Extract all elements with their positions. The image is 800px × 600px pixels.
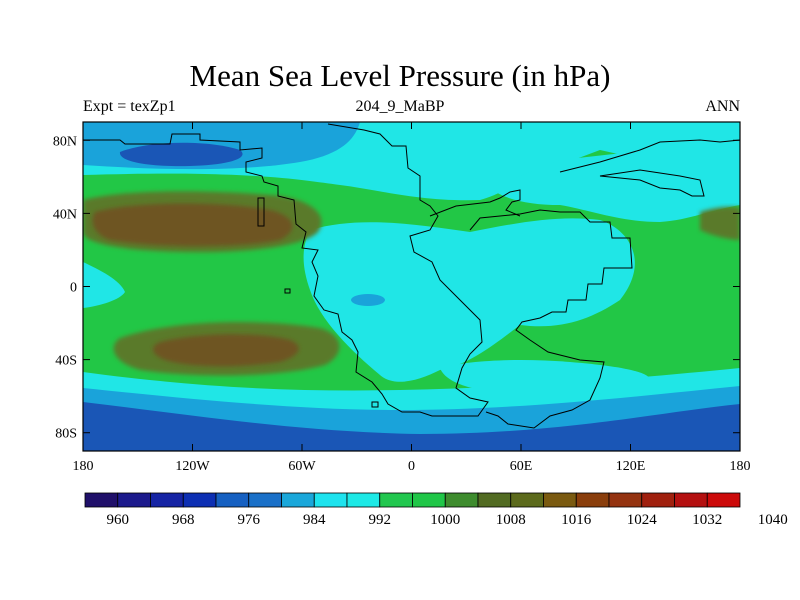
period-label: 204_9_MaBP (355, 98, 445, 115)
y-axis: 80N 40N 0 40S 80S (53, 134, 740, 442)
contour-continental-low (303, 218, 635, 382)
y-tick-label-2: 0 (70, 281, 77, 296)
y-tick-label-3: 40S (55, 354, 77, 369)
colorbar-box-18 (674, 492, 708, 508)
colorbar-label-2: 976 (238, 512, 261, 528)
map-title: Mean Sea Level Pressure (in hPa) (189, 58, 611, 93)
colorbar-label-4: 992 (369, 512, 392, 528)
colorbar-box-11 (444, 492, 479, 508)
contour-north-high-core (92, 203, 293, 246)
x-tick-label-2: 60W (288, 459, 316, 474)
colorbar-label-5: 1000 (430, 512, 460, 528)
colorbar-box-7 (313, 492, 348, 508)
contour-southern-deep-low (83, 402, 740, 451)
y-tick-label-0: 80N (53, 134, 77, 149)
coastline-east-arctic (559, 139, 740, 197)
contour-fill-layer (83, 122, 740, 451)
x-tick-label-1: 120W (175, 459, 210, 474)
colorbar-label-6: 1008 (496, 512, 526, 528)
colorbar-box-2 (150, 492, 184, 508)
contour-north-east-high (700, 206, 740, 240)
coastline-small-island (284, 288, 291, 294)
colorbar-label-10: 1040 (758, 512, 788, 528)
coastline-west-continent (83, 123, 489, 417)
x-tick-label-4: 60E (510, 459, 533, 474)
colorbar-label-7: 1016 (561, 512, 592, 528)
x-tick-label-5: 120E (616, 459, 646, 474)
coastline-north-ridge (429, 189, 521, 217)
colorbar-box-13 (510, 492, 544, 508)
contour-east-pacific-low (83, 262, 125, 308)
x-tick-label-0: 180 (73, 459, 94, 474)
colorbar-label-0: 960 (107, 512, 130, 528)
coastline-east-continent (469, 209, 633, 429)
contour-continental-low-east (490, 150, 740, 222)
colorbar-box-17 (641, 492, 675, 508)
colorbar-label-3: 984 (303, 512, 326, 528)
coastline-layer (83, 123, 740, 429)
season-label: ANN (705, 98, 740, 115)
colorbar-box-8 (346, 492, 381, 508)
colorbar-label-1: 968 (172, 512, 195, 528)
x-axis: 180 120W 60W 0 60E 120E 180 (73, 122, 751, 474)
contour-arctic-deep-low (119, 142, 243, 167)
contour-southeast-low (440, 360, 650, 394)
colorbar-box-10 (412, 492, 446, 508)
colorbar-box-4 (215, 492, 250, 508)
colorbar-box-3 (182, 492, 217, 508)
colorbar-label-8: 1024 (627, 512, 658, 528)
colorbar-box-12 (477, 492, 512, 508)
y-tick-label-4: 80S (55, 427, 77, 442)
colorbar-box-6 (281, 492, 315, 508)
x-tick-label-6: 180 (730, 459, 751, 474)
x-tick-label-3: 0 (408, 459, 415, 474)
colorbar: 960 968 976 984 992 1000 1008 1016 1024 1032 1040 (84, 492, 788, 528)
colorbar-box-5 (248, 492, 282, 508)
experiment-label: Expt = texZp1 (83, 98, 176, 115)
colorbar-box-9 (379, 492, 413, 508)
colorbar-box-15 (575, 492, 610, 508)
colorbar-label-9: 1032 (692, 512, 722, 528)
coastline-southern-island (371, 401, 379, 408)
colorbar-box-0 (84, 492, 119, 508)
contour-south-high-core (153, 334, 299, 367)
colorbar-box-14 (543, 492, 577, 508)
colorbar-box-16 (608, 492, 643, 508)
contour-small-low (351, 294, 385, 306)
colorbar-box-19 (706, 492, 741, 508)
coastline-inland-sea (257, 197, 265, 227)
colorbar-box-1 (117, 492, 151, 508)
y-tick-label-1: 40N (53, 207, 77, 222)
